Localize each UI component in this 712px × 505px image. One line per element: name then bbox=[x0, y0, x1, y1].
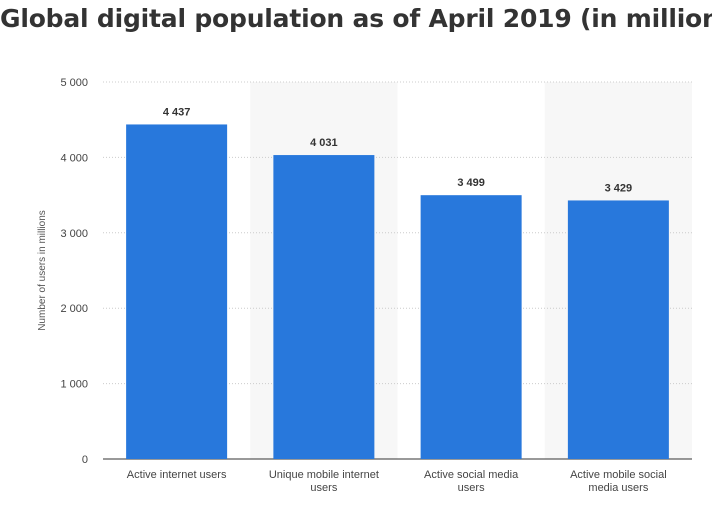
x-tick-label: Active social media users bbox=[424, 469, 519, 494]
bar bbox=[126, 124, 228, 460]
bar bbox=[567, 200, 669, 459]
x-tick-label: Active internet users bbox=[127, 469, 227, 481]
y-tick-label: 0 bbox=[82, 454, 88, 466]
bars bbox=[126, 124, 669, 460]
data-label: 3 499 bbox=[457, 177, 485, 189]
y-tick-label: 5 000 bbox=[60, 77, 88, 89]
data-label: 3 429 bbox=[605, 182, 633, 194]
data-label: 4 031 bbox=[310, 137, 338, 149]
data-label: 4 437 bbox=[163, 106, 191, 118]
y-axis-title: Number of users in millions bbox=[37, 210, 48, 331]
x-tick-label: Active mobile social media users bbox=[570, 469, 667, 494]
y-tick-label: 4 000 bbox=[60, 152, 88, 164]
y-tick-label: 2 000 bbox=[60, 303, 88, 315]
bar bbox=[420, 195, 522, 459]
y-tick-label: 3 000 bbox=[60, 228, 88, 240]
bar bbox=[273, 155, 375, 459]
x-tick-label: Unique mobile internet users bbox=[269, 469, 379, 494]
y-tick-label: 1 000 bbox=[60, 379, 88, 391]
chart-title: Global digital population as of April 20… bbox=[0, 4, 712, 33]
labels: 0 1 000 2 000 3 000 4 000 5 000 4 437 Active in… bbox=[60, 77, 666, 494]
